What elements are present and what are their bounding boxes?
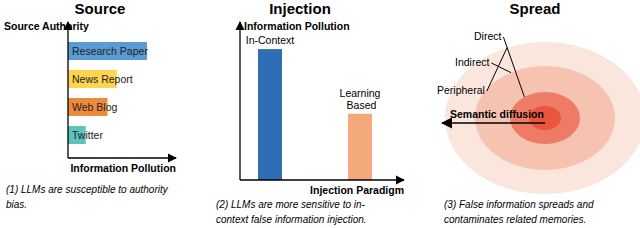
y-axis [67,22,68,158]
category-label: Twitter [72,129,103,141]
x-axis [240,179,404,180]
bar [258,49,282,180]
label-line: Learning [340,87,381,99]
ring-label: Indirect [455,56,490,68]
caption: (1) LLMs are susceptible to authority [6,184,169,195]
y-axis [239,22,240,180]
ring-label: Peripheral [437,84,485,96]
y-axis-label: Information Pollution [244,20,350,32]
y-axis-label: Source Authority [4,20,89,32]
bar [348,114,372,180]
diffusion-arrow [442,122,545,124]
panel-title: Source [75,0,126,17]
bars [68,42,147,144]
x-axis-label: Information Pollution [70,162,176,174]
caption: contaminates related memories. [444,214,586,225]
caption: (3) False information spreads and [444,199,594,210]
category-label: In-Context [246,34,295,46]
ring-label: Direct [474,30,502,42]
caption: (2) LLMs are more sensitive to in- [216,199,366,210]
leader-line [487,48,507,91]
caption: context false information injection. [216,214,367,225]
leader-line [503,37,524,97]
x-axis-label: Injection Paradigm [310,184,404,196]
ring [445,42,640,194]
panel-title: Spread [510,0,561,17]
x-axis [68,157,176,158]
leader-line [491,63,510,73]
caption: bias. [6,199,27,210]
arrow-label: Semantic diffusion [450,108,544,120]
bars [258,49,372,180]
label-line: Based [344,99,377,111]
category-label: Learning Based [340,87,381,111]
category-label: Web Blog [72,101,117,113]
figure: Source Source Authority Research Paper News… [0,0,640,228]
category-label: News Report [72,73,133,85]
label-line: In-Context [246,34,295,46]
category-label: Research Paper [72,45,148,57]
panel-title: Injection [269,0,331,17]
